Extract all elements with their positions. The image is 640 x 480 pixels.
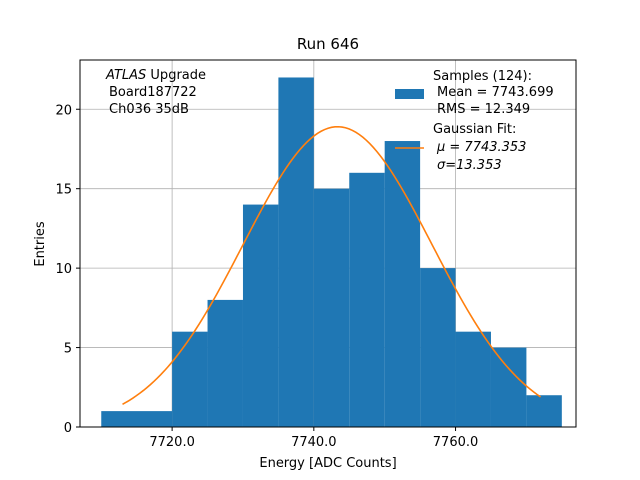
channel-label: Ch036 35dB	[109, 102, 189, 117]
histogram-bar-9	[455, 331, 491, 427]
gaussian-fit-curve	[122, 125, 542, 406]
upgrade-label: Upgrade	[150, 68, 206, 83]
legend-fit-label: Gaussian Fit:	[433, 122, 516, 137]
legend-samples-rms: RMS = 12.349	[437, 102, 530, 117]
legend-samples-label: Samples (124):	[433, 69, 532, 84]
histogram-bar-3	[242, 204, 279, 427]
atlas-label: ATLAS	[105, 68, 146, 83]
plot-frame	[79, 59, 577, 428]
legend-fit-mu: μ = 7743.353	[436, 140, 526, 155]
axis-ticks: 7720.0 7740.0 7760.0 0 5 10 15 20	[55, 103, 478, 450]
legend-samples-swatch	[395, 89, 424, 99]
y-tick-label: 20	[55, 103, 72, 118]
run-annotation: ATLAS Upgrade Board187722 Ch036 35dB	[105, 68, 206, 117]
legend: Samples (124): Mean = 7743.699 RMS = 12.…	[395, 69, 554, 173]
legend-samples-mean: Mean = 7743.699	[437, 85, 554, 100]
histogram-bar-10	[490, 347, 527, 427]
histogram-bar-1	[172, 331, 208, 427]
legend-fit-sigma: σ=13.353	[437, 158, 502, 173]
histogram-bar-8	[420, 268, 456, 427]
histogram-bar-4	[278, 77, 314, 427]
annotation-line-1: ATLAS Upgrade	[105, 68, 206, 83]
y-axis-label: Entries	[33, 221, 48, 267]
chart-title: Run 646	[297, 35, 359, 53]
y-tick-label: 0	[64, 421, 72, 436]
x-tick-label: 7760.0	[433, 435, 479, 450]
histogram-bar-11	[526, 395, 562, 427]
y-tick-label: 10	[55, 262, 72, 277]
histogram-bar-5	[313, 188, 350, 427]
y-tick-label: 15	[55, 183, 72, 198]
x-tick-label: 7720.0	[149, 435, 195, 450]
x-axis-label: Energy [ADC Counts]	[259, 456, 396, 471]
histogram-bar-2	[207, 299, 243, 427]
board-label: Board187722	[109, 85, 197, 100]
histogram-bar-0	[101, 411, 173, 427]
y-tick-label: 5	[64, 342, 72, 357]
histogram-bar-6	[349, 172, 385, 427]
x-tick-label: 7740.0	[291, 435, 337, 450]
histogram-bar-7	[384, 141, 421, 427]
